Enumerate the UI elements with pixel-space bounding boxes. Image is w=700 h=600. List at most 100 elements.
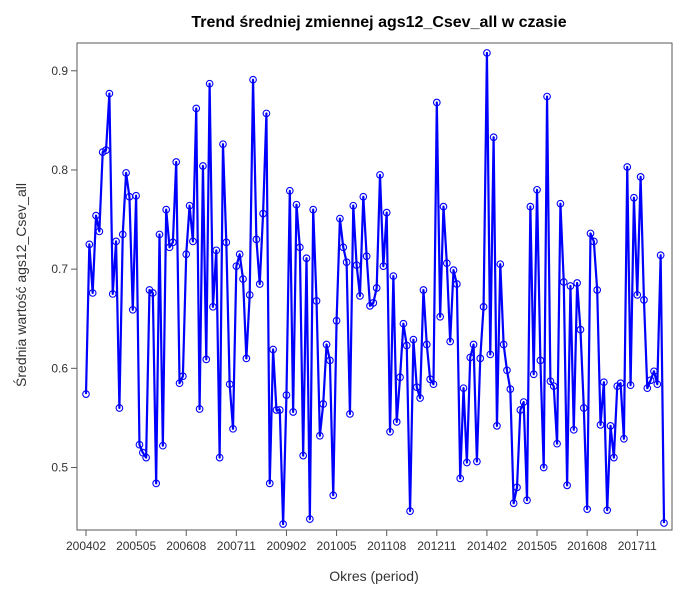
data-point (386, 427, 394, 436)
data-point (169, 238, 177, 247)
x-tick-label: 201402 (467, 539, 507, 553)
data-point (152, 479, 161, 488)
data-point (148, 289, 157, 297)
data-point (556, 199, 565, 208)
data-point (606, 422, 615, 430)
data-point (262, 109, 271, 118)
data-point (630, 193, 638, 202)
data-point (610, 453, 618, 462)
x-tick-label: 200402 (66, 539, 106, 553)
data-point (155, 230, 164, 239)
x-tick-label: 201505 (517, 539, 557, 553)
data-point (232, 262, 241, 271)
data-point (158, 441, 167, 450)
data-point (376, 171, 384, 179)
data-point (285, 186, 294, 195)
data-point (616, 379, 625, 388)
data-point (252, 235, 261, 244)
data-point (539, 463, 548, 472)
x-tick-label: 201108 (367, 539, 406, 553)
data-point (182, 250, 191, 259)
data-point (476, 354, 485, 363)
data-point (316, 431, 324, 440)
data-point (382, 208, 391, 217)
data-point (239, 275, 247, 283)
data-point (519, 398, 528, 406)
data-point (469, 340, 478, 349)
data-point (242, 354, 251, 363)
data-point (563, 481, 571, 490)
data-point (429, 380, 438, 389)
data-point (499, 340, 508, 349)
data-point (576, 325, 585, 334)
data-point (279, 520, 287, 528)
data-point (359, 192, 368, 201)
data-point (496, 260, 505, 269)
plot-area: 0.5 0.6 0.7 0.8 0.9 200402 200505 200608 200711 2… (51, 42, 673, 553)
data-point (229, 424, 237, 433)
data-point (212, 246, 221, 255)
data-point (135, 440, 144, 449)
data-point (255, 280, 264, 288)
data-point (533, 185, 541, 194)
y-tick-label: 0.8 (51, 163, 68, 177)
data-point (569, 425, 578, 434)
data-point (396, 373, 404, 382)
data-point (199, 162, 207, 170)
data-point (245, 291, 254, 299)
data-point (372, 284, 381, 292)
data-point (416, 394, 424, 402)
data-point (493, 422, 501, 430)
data-point (439, 202, 448, 211)
x-tick-label: 201211 (417, 539, 456, 553)
data-point (225, 380, 234, 389)
data-point (272, 406, 281, 414)
plot-frame (76, 42, 673, 531)
data-point (593, 286, 602, 294)
data-point (583, 505, 592, 514)
data-point (389, 272, 398, 280)
data-point (466, 353, 475, 362)
data-point (486, 350, 495, 359)
y-axis-label: Średnia wartość ags12_Csev_all (12, 183, 29, 387)
data-point (406, 507, 414, 516)
x-tick-label: 201608 (567, 539, 607, 553)
data-point (653, 380, 662, 389)
data-point (172, 158, 181, 166)
data-point (292, 200, 301, 209)
data-point (436, 312, 445, 321)
data-point (189, 237, 197, 246)
data-point (92, 211, 100, 220)
data-point (259, 209, 267, 218)
x-axis-label: Okres (period) (329, 568, 418, 584)
data-point (115, 404, 124, 412)
data-point (442, 259, 451, 268)
data-point (640, 296, 648, 304)
data-point (456, 474, 465, 483)
data-point (349, 201, 358, 210)
data-point (82, 390, 90, 398)
data-point (118, 230, 127, 239)
data-point (453, 280, 461, 288)
data-point (195, 405, 204, 413)
data-point (192, 104, 201, 113)
data-point (536, 356, 545, 365)
data-point (620, 434, 628, 443)
data-point (399, 319, 408, 328)
data-point (523, 496, 531, 505)
data-point (553, 439, 561, 448)
data-point (489, 133, 498, 142)
data-point (185, 201, 194, 210)
data-point (660, 519, 668, 527)
data-point (88, 289, 97, 297)
data-point (265, 479, 274, 488)
data-point (379, 262, 388, 271)
data-point (656, 251, 665, 260)
x-tick-label: 200608 (166, 539, 206, 553)
series-line (84, 51, 666, 526)
data-point (559, 278, 568, 286)
data-point (459, 384, 468, 393)
data-point (479, 302, 488, 311)
data-point (319, 400, 328, 408)
y-tick-label: 0.6 (51, 361, 68, 375)
